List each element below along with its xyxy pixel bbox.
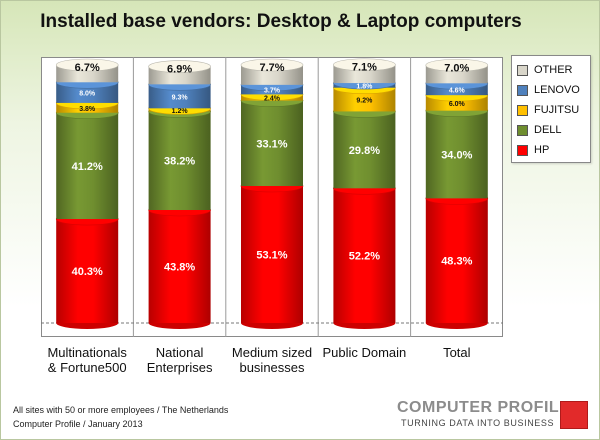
legend-label: HP xyxy=(534,144,550,156)
data-label: 40.3% xyxy=(72,266,103,278)
data-label: 7.0% xyxy=(444,62,469,74)
legend-label: DELL xyxy=(534,124,562,136)
legend-item-other: OTHER xyxy=(517,62,573,78)
data-label: 7.7% xyxy=(259,62,284,74)
bar-segment-hp xyxy=(241,186,303,323)
bar-segment-dell xyxy=(56,112,119,220)
data-label: 3.7% xyxy=(264,88,281,95)
bar-segment-top xyxy=(240,58,304,72)
data-label: 7.1% xyxy=(352,62,377,74)
logo-red-square xyxy=(560,401,588,429)
data-label: 1.8% xyxy=(356,83,373,90)
legend-swatch xyxy=(517,64,528,76)
plot-area: 40.3% 41.2% 3.8% 8.0% 6.7% 43.8% 38.2% 1.2% 9.3%… xyxy=(41,57,503,337)
legend-item-lenovo: LENOVO xyxy=(517,82,580,98)
data-label: 6.0% xyxy=(449,101,466,108)
category-label: Multinationals & Fortune500 xyxy=(47,345,127,375)
data-label: 41.2% xyxy=(72,161,103,173)
bar-segment-top xyxy=(148,60,211,73)
plot-border xyxy=(41,57,503,337)
legend-swatch xyxy=(517,104,528,116)
footnote-line-1: All sites with 50 or more employees / Th… xyxy=(13,405,229,415)
stacked-bar-chart: 40.3% 41.2% 3.8% 8.0% 6.7% 43.8% 38.2% 1.2% 9.3%… xyxy=(41,57,503,337)
footnote-line-2: Computer Profile / January 2013 xyxy=(13,419,143,429)
bar-segment-dell xyxy=(333,111,396,189)
bar-segment-top xyxy=(333,58,396,72)
bar-segment-hp xyxy=(56,219,119,323)
legend-swatch xyxy=(517,124,528,136)
data-label: 43.8% xyxy=(164,261,195,273)
chart-title: Installed base vendors: Desktop & Laptop… xyxy=(40,11,522,32)
data-label: 33.1% xyxy=(256,138,287,150)
data-label: 29.8% xyxy=(349,145,380,157)
legend-label: OTHER xyxy=(534,64,573,76)
legend-swatch xyxy=(517,144,528,156)
bar-segment-top xyxy=(55,58,119,72)
data-label: 9.2% xyxy=(356,98,373,105)
data-label: 48.3% xyxy=(441,256,472,268)
data-label: 8.0% xyxy=(79,91,96,98)
bar-segment-lenovo xyxy=(148,84,211,109)
data-label: 9.3% xyxy=(172,94,189,101)
legend-swatch xyxy=(517,84,528,96)
data-label: 1.2% xyxy=(172,108,189,115)
data-label: 53.1% xyxy=(256,250,287,262)
bar-segment-hp xyxy=(425,198,488,323)
category-label: Public Domain xyxy=(322,345,407,360)
legend-item-hp: HP xyxy=(517,142,549,158)
category-label: Medium sized businesses xyxy=(231,345,313,375)
bar-segment-hp xyxy=(333,188,396,323)
bar-segment-fujitsu xyxy=(333,87,396,112)
data-label: 6.9% xyxy=(167,64,192,76)
data-label: 3.8% xyxy=(79,106,96,113)
legend-item-fujitsu: FUJITSU xyxy=(517,102,579,118)
logo-wordmark: COMPUTER PROFILE xyxy=(397,399,571,416)
bar-segment-hp xyxy=(148,209,211,323)
bar-segment-dell xyxy=(241,100,303,187)
legend: OTHER LENOVO FUJITSU DELL HP xyxy=(511,55,591,163)
logo-tagline: TURNING DATA INTO BUSINESS xyxy=(401,418,555,428)
footnote: All sites with 50 or more employees / Th… xyxy=(13,403,228,431)
legend-label: LENOVO xyxy=(534,84,580,96)
bar-segment-dell xyxy=(148,111,211,210)
data-label: 52.2% xyxy=(349,251,380,263)
legend-item-dell: DELL xyxy=(517,122,562,138)
category-label: Total xyxy=(443,345,471,360)
data-label: 4.6% xyxy=(449,87,466,94)
data-label: 2.4% xyxy=(264,96,281,103)
data-label: 6.7% xyxy=(75,62,100,74)
brand-logo: COMPUTER PROFILE TURNING DATA INTO BUSIN… xyxy=(397,399,589,431)
category-label: National Enterprises xyxy=(146,345,213,375)
bar-segment-top xyxy=(425,58,489,72)
data-label: 38.2% xyxy=(164,156,195,168)
bar-segment-dell xyxy=(425,110,488,199)
data-label: 34.0% xyxy=(441,150,472,162)
legend-label: FUJITSU xyxy=(534,104,580,116)
